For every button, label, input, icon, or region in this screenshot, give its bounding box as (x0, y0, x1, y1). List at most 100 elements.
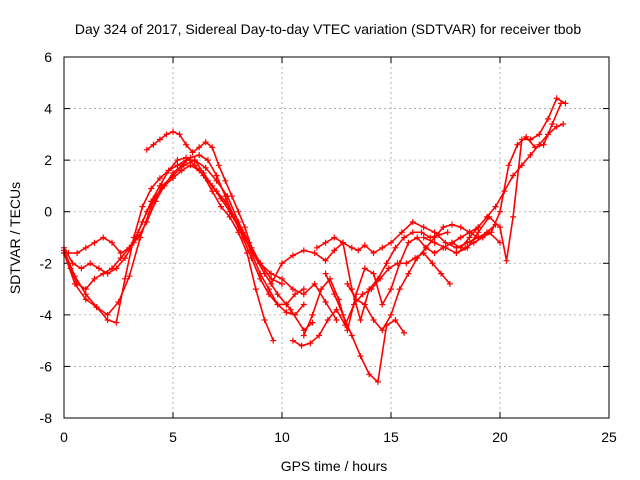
data-point (156, 175, 163, 182)
data-point (398, 229, 405, 236)
data-point (174, 157, 181, 164)
data-point (409, 219, 416, 225)
data-point (560, 121, 567, 127)
data-point (183, 141, 190, 148)
data-point (353, 291, 360, 298)
data-point (100, 234, 107, 241)
data-point (444, 229, 451, 236)
data-point (74, 250, 81, 256)
data-point (274, 291, 281, 298)
series-track-5 (65, 152, 307, 308)
data-point (187, 162, 194, 169)
data-point (374, 378, 381, 385)
data-point (104, 311, 111, 318)
data-point (388, 311, 394, 318)
x-tick-label: 20 (492, 429, 508, 445)
data-point (222, 193, 229, 200)
data-point (422, 244, 429, 251)
x-axis-label: GPS time / hours (281, 458, 388, 474)
data-point (322, 270, 329, 277)
data-point (82, 286, 89, 293)
data-point (91, 239, 98, 246)
data-point (464, 244, 471, 251)
data-point (374, 275, 381, 282)
data-point (409, 229, 416, 236)
data-point (438, 270, 445, 277)
data-point (109, 239, 115, 246)
data-point (370, 250, 377, 256)
data-point (497, 208, 503, 215)
data-point (170, 128, 176, 135)
data-point (202, 139, 209, 146)
data-point (104, 317, 111, 323)
y-tick-label: -6 (40, 358, 53, 374)
data-point (283, 301, 290, 308)
data-point (196, 152, 203, 158)
data-point (235, 208, 242, 215)
y-tick-label: 2 (44, 152, 52, 168)
data-point (113, 319, 120, 326)
data-point (222, 177, 229, 184)
data-point (348, 244, 355, 251)
data-point (401, 234, 408, 241)
data-point (87, 260, 94, 267)
data-point (486, 213, 493, 220)
data-point (553, 95, 560, 102)
data-point (429, 260, 436, 267)
data-point (93, 304, 100, 311)
data-point (196, 144, 203, 151)
data-point (309, 319, 316, 326)
data-point (143, 146, 150, 153)
data-point (289, 286, 296, 293)
data-point (420, 224, 427, 231)
data-point (361, 242, 368, 249)
data-point (298, 342, 305, 349)
data-point (248, 255, 255, 262)
data-point (148, 185, 155, 192)
data-point (466, 234, 473, 241)
data-point (135, 229, 142, 236)
data-point (505, 162, 512, 169)
data-point (65, 250, 72, 256)
data-point (143, 208, 150, 215)
data-point (357, 317, 364, 323)
data-point (292, 311, 299, 318)
data-point (322, 299, 329, 305)
data-point (82, 296, 89, 303)
data-point (361, 301, 368, 308)
data-point (313, 244, 320, 251)
data-point (311, 280, 318, 287)
data-point (187, 154, 194, 161)
data-point (503, 257, 510, 264)
data-point (475, 224, 482, 231)
data-point (204, 177, 211, 184)
data-point (274, 301, 281, 308)
data-point (475, 229, 482, 236)
series-line (316, 231, 448, 321)
data-point (392, 317, 399, 323)
data-point (82, 291, 89, 298)
data-point (270, 337, 277, 344)
data-point (279, 260, 285, 267)
data-point (292, 291, 299, 298)
data-point (69, 260, 76, 267)
data-point (357, 353, 364, 360)
data-point (178, 162, 185, 169)
data-point (488, 229, 495, 236)
series-track-15 (420, 95, 569, 264)
data-point (479, 234, 486, 241)
data-point (405, 270, 412, 277)
data-point (135, 234, 142, 241)
data-point (152, 198, 159, 205)
y-tick-label: 0 (44, 204, 52, 220)
data-point (340, 311, 346, 318)
data-point (82, 244, 89, 251)
data-point (518, 136, 525, 143)
series-track-11 (313, 229, 451, 323)
x-tick-label: 15 (383, 429, 399, 445)
data-point (510, 213, 517, 220)
data-point (257, 275, 264, 282)
data-point (531, 144, 538, 151)
data-point (122, 275, 128, 282)
